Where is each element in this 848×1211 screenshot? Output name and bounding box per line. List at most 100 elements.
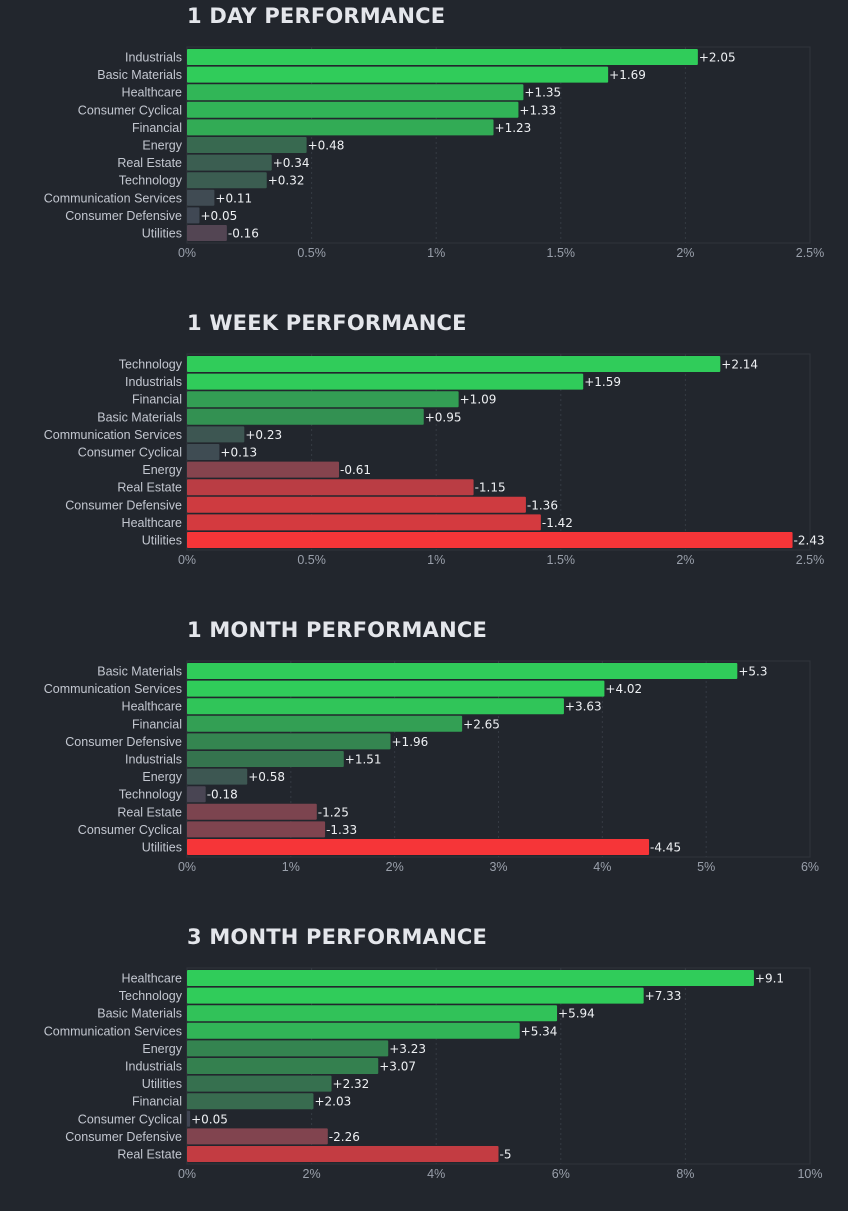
value-label: +5.94: [558, 1007, 595, 1021]
bar: [187, 1022, 520, 1039]
category-label: Technology: [119, 174, 183, 188]
category-label: Technology: [119, 358, 183, 372]
bar: [187, 225, 227, 241]
category-label: Consumer Defensive: [65, 209, 182, 223]
bar: [187, 207, 200, 224]
category-label: Consumer Defensive: [65, 735, 182, 749]
chart-4: 3 MONTH PERFORMANCE 0% 2% 4% 6% 8% 10% Healthca…: [0, 921, 848, 1211]
bar: [187, 426, 245, 443]
value-label: +1.35: [524, 86, 561, 100]
category-label: Communication Services: [44, 1024, 182, 1038]
category-label: Consumer Defensive: [65, 498, 182, 512]
x-tick-label: 0%: [178, 553, 196, 567]
chart-svg: 0% 2% 4% 6% 8% 10% Healthcare +9.1 Technology +7.…: [44, 967, 823, 1181]
x-tick-label: 0%: [178, 1167, 196, 1181]
bar: [187, 154, 272, 171]
category-label: Consumer Defensive: [65, 1130, 182, 1144]
value-label: +2.65: [463, 717, 500, 731]
bar: [187, 1093, 314, 1110]
value-label: -0.18: [207, 788, 238, 802]
bar: [187, 698, 564, 715]
value-label: -1.15: [475, 481, 506, 495]
x-tick-label: 8%: [676, 1167, 694, 1181]
bar: [187, 1075, 332, 1092]
category-label: Communication Services: [44, 428, 182, 442]
bar: [187, 101, 519, 118]
category-label: Healthcare: [122, 86, 182, 100]
value-label: -0.61: [340, 463, 371, 477]
value-label: +1.23: [495, 121, 532, 135]
value-label: +7.33: [645, 989, 682, 1003]
x-tick-label: 2%: [303, 1167, 321, 1181]
category-label: Consumer Cyclical: [78, 103, 182, 117]
bar: [187, 479, 474, 496]
bar: [187, 1040, 389, 1057]
category-label: Financial: [132, 393, 182, 407]
category-label: Technology: [119, 989, 183, 1003]
category-label: Basic Materials: [97, 68, 182, 82]
value-label: +1.33: [519, 103, 556, 117]
x-tick-label: 0%: [178, 860, 196, 874]
bar: [187, 532, 793, 548]
bar: [187, 1146, 499, 1162]
value-label: +1.59: [584, 375, 621, 389]
category-label: Basic Materials: [97, 665, 182, 679]
value-label: +1.51: [345, 753, 382, 767]
category-label: Real Estate: [117, 481, 182, 495]
chart-svg: 0% 1% 2% 3% 4% 5% 6% Basic Materials +5.3 Communi…: [44, 660, 819, 874]
x-tick-label: 2%: [386, 860, 404, 874]
x-tick-label: 3%: [489, 860, 507, 874]
x-tick-label: 6%: [552, 1167, 570, 1181]
x-tick-label: 1%: [427, 553, 445, 567]
value-label: -2.26: [329, 1130, 360, 1144]
x-tick-label: 4%: [593, 860, 611, 874]
category-label: Consumer Cyclical: [78, 1112, 182, 1126]
x-tick-label: 0%: [178, 246, 196, 260]
bar: [187, 496, 526, 513]
bar: [187, 408, 424, 425]
x-tick-label: 1%: [427, 246, 445, 260]
bar: [187, 373, 584, 390]
value-label: +0.32: [268, 174, 305, 188]
category-label: Healthcare: [122, 516, 182, 530]
chart-title: 3 MONTH PERFORMANCE: [187, 925, 488, 949]
bar: [187, 715, 463, 732]
category-label: Utilities: [142, 227, 182, 241]
category-label: Financial: [132, 121, 182, 135]
category-label: Technology: [119, 788, 183, 802]
category-label: Industrials: [125, 375, 182, 389]
category-label: Industrials: [125, 753, 182, 767]
category-label: Real Estate: [117, 156, 182, 170]
value-label: +5.34: [521, 1024, 558, 1038]
category-label: Financial: [132, 1095, 182, 1109]
category-label: Energy: [142, 139, 182, 153]
category-label: Real Estate: [117, 1148, 182, 1162]
value-label: -0.16: [228, 227, 259, 241]
chart-title: 1 MONTH PERFORMANCE: [187, 618, 488, 642]
value-label: +2.32: [333, 1077, 370, 1091]
value-label: +0.11: [215, 191, 252, 205]
category-label: Energy: [142, 463, 182, 477]
value-label: +1.96: [392, 735, 429, 749]
category-label: Utilities: [142, 841, 182, 855]
value-label: +0.23: [245, 428, 282, 442]
chart-title: 1 WEEK PERFORMANCE: [187, 311, 467, 335]
value-label: +9.1: [755, 972, 784, 986]
bar: [187, 839, 650, 855]
value-label: +0.58: [248, 770, 285, 784]
value-label: -1.42: [542, 516, 573, 530]
value-label: +0.48: [308, 139, 345, 153]
value-label: +3.63: [565, 700, 602, 714]
bar: [187, 1110, 191, 1127]
bar: [187, 49, 698, 65]
bar: [187, 172, 267, 189]
bar: [187, 751, 344, 767]
category-label: Basic Materials: [97, 410, 182, 424]
value-label: +0.05: [191, 1112, 228, 1126]
bar: [187, 391, 459, 408]
bar: [187, 189, 215, 206]
category-label: Healthcare: [122, 972, 182, 986]
value-label: +3.23: [389, 1042, 426, 1056]
bar: [187, 356, 721, 372]
x-tick-label: 1.5%: [547, 553, 576, 567]
